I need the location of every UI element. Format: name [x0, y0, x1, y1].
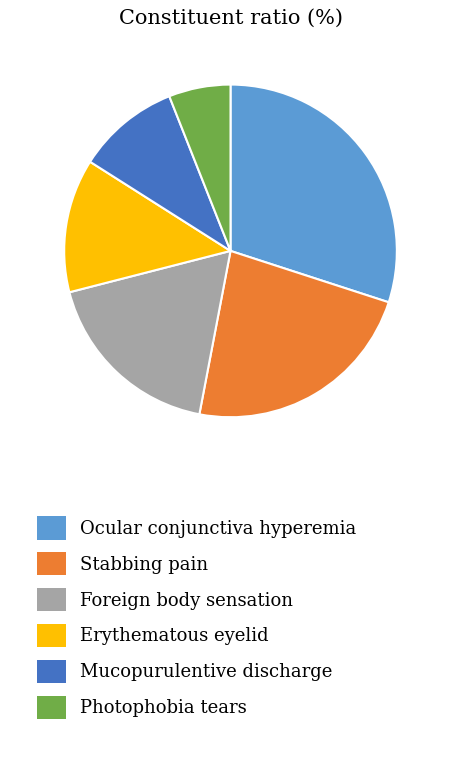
Title: Constituent ratio (%): Constituent ratio (%) [118, 8, 342, 28]
Wedge shape [64, 162, 230, 293]
Wedge shape [169, 85, 230, 251]
Wedge shape [69, 251, 230, 415]
Wedge shape [230, 85, 396, 303]
Wedge shape [90, 96, 230, 251]
Wedge shape [199, 251, 388, 417]
Legend: Ocular conjunctiva hyperemia, Stabbing pain, Foreign body sensation, Erythematou: Ocular conjunctiva hyperemia, Stabbing p… [32, 511, 361, 724]
